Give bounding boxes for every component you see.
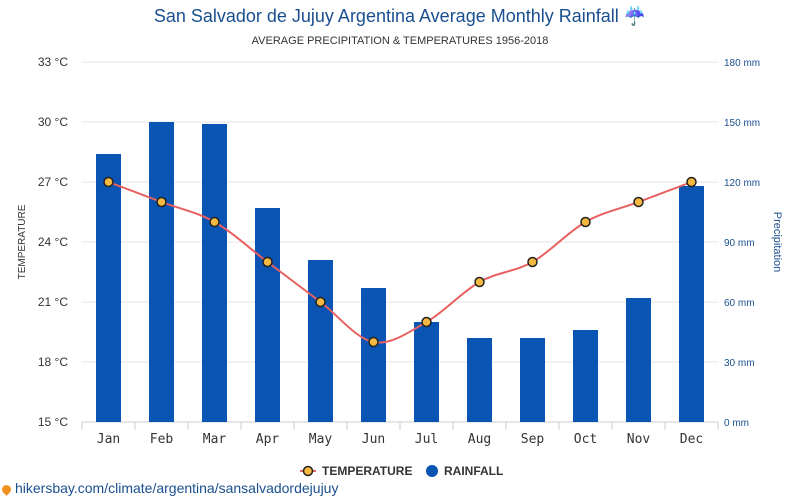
x-tick-label: Aug	[468, 432, 491, 447]
y2-tick-label: 120 mm	[724, 178, 760, 189]
y-tick-label: 15 °C	[38, 415, 68, 429]
legend-rainfall-label: RAINFALL	[444, 464, 503, 478]
rainfall-bar	[679, 186, 704, 422]
x-tick-label: Jul	[415, 432, 438, 447]
chart-title: San Salvador de Jujuy Argentina Average …	[153, 6, 647, 26]
location-pin-icon	[0, 482, 13, 496]
y2-tick-label: 150 mm	[724, 118, 760, 129]
rainfall-bar	[467, 338, 492, 422]
temperature-point	[262, 256, 273, 268]
x-tick-label: Jun	[362, 432, 385, 447]
x-tick-label: May	[309, 432, 333, 447]
rainfall-bar	[149, 122, 174, 422]
temperature-point	[527, 256, 538, 268]
chart-subtitle: AVERAGE PRECIPITATION & TEMPERATURES 195…	[251, 35, 549, 47]
x-tick-label: Dec	[680, 432, 703, 447]
temperature-point	[421, 316, 432, 328]
rainfall-bar	[255, 208, 280, 422]
y2-axis-title: Precipitation	[771, 212, 783, 273]
rainfall-bar	[361, 288, 386, 422]
temperature-point	[633, 196, 644, 208]
y2-tick-label: 30 mm	[724, 358, 755, 369]
y2-tick-label: 60 mm	[724, 298, 755, 309]
temperature-point	[474, 276, 485, 288]
rainfall-bar	[96, 154, 121, 422]
temperature-point	[156, 196, 167, 208]
rainfall-bar	[626, 298, 651, 422]
rainfall-bar	[520, 338, 545, 422]
rainfall-bar	[308, 260, 333, 422]
x-tick-label: Jan	[97, 432, 120, 447]
temperature-point	[315, 296, 326, 308]
y2-tick-label: 90 mm	[724, 238, 755, 249]
y-axis-title: TEMPERATURE	[17, 204, 28, 279]
legend-temperature-label: TEMPERATURE	[322, 464, 412, 478]
temperature-line	[108, 181, 692, 344]
x-tick-label: Mar	[203, 432, 227, 447]
y-tick-label: 18 °C	[38, 355, 68, 369]
temperature-point	[368, 336, 379, 348]
y-tick-label: 33 °C	[38, 55, 68, 69]
rainfall-bar	[202, 124, 227, 422]
legend-rainfall-marker	[426, 465, 438, 477]
y-tick-label: 30 °C	[38, 115, 68, 129]
x-tick-label: Apr	[256, 432, 280, 447]
temperature-point	[209, 216, 220, 228]
x-tick-label: Nov	[627, 432, 651, 447]
temperature-point	[580, 216, 591, 228]
source-link[interactable]: hikersbay.com/climate/argentina/sansalva…	[0, 480, 339, 496]
rainfall-bar	[414, 322, 439, 422]
y-tick-label: 27 °C	[38, 175, 68, 189]
legend-temperature-marker	[302, 465, 314, 477]
rainfall-bar	[573, 330, 598, 422]
x-tick-label: Sep	[521, 432, 545, 447]
temperature-point	[103, 176, 114, 188]
temperature-point	[686, 176, 697, 188]
y-tick-label: 24 °C	[38, 235, 68, 249]
y-tick-label: 21 °C	[38, 295, 68, 309]
y2-tick-label: 0 mm	[724, 418, 749, 429]
y2-tick-label: 180 mm	[724, 58, 760, 69]
source-text: hikersbay.com/climate/argentina/sansalva…	[15, 480, 339, 496]
x-tick-label: Feb	[150, 432, 174, 447]
x-tick-label: Oct	[574, 432, 597, 447]
